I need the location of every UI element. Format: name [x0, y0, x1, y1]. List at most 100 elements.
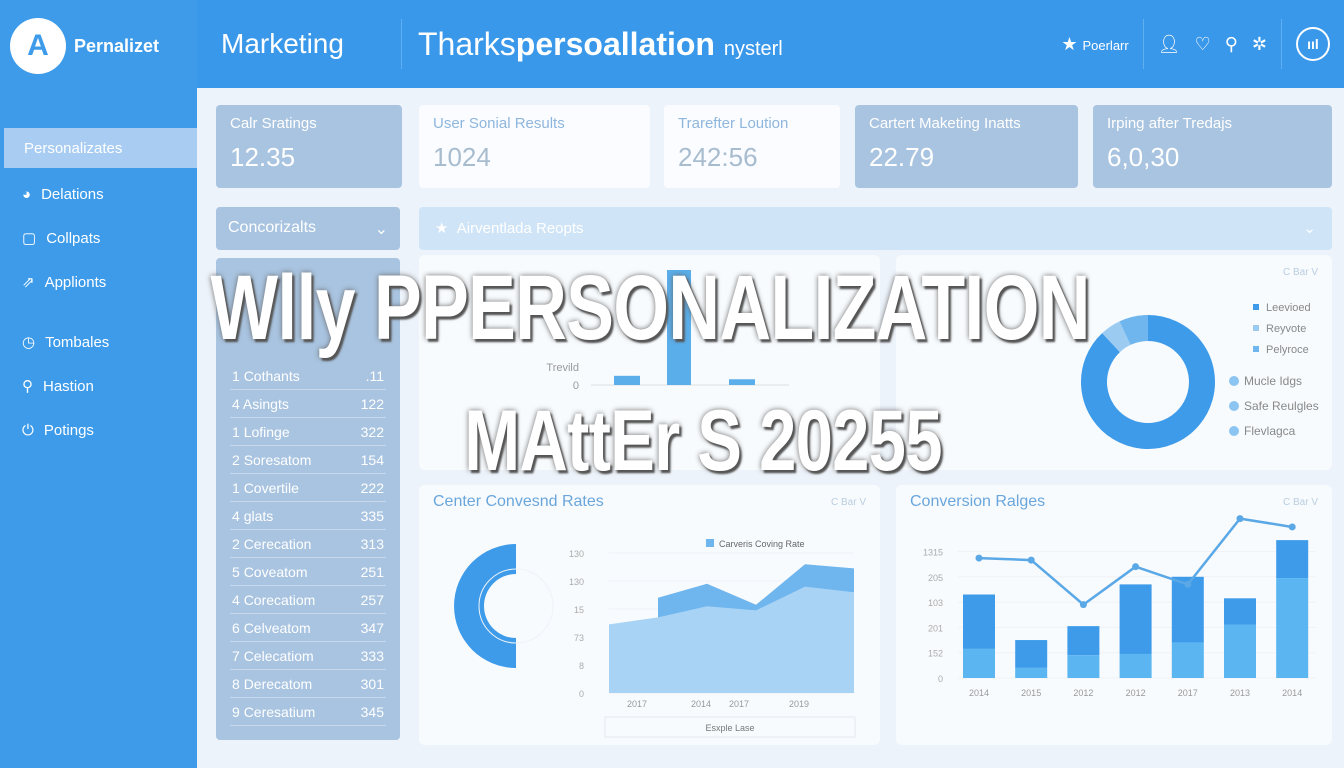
sidebar-item-personalizates[interactable]: Personalizates: [4, 128, 197, 168]
row-value: 335: [360, 507, 384, 524]
sidebar-item-delations[interactable]: ◕ Delations: [0, 172, 197, 216]
stat-card: User Sonial Results 1024: [419, 105, 650, 188]
table-row[interactable]: 5 Coveatom 251: [230, 558, 386, 586]
share-icon: ⇗: [22, 274, 35, 291]
bar-segment-top: [1119, 584, 1152, 654]
search-icon[interactable]: ⚲: [1224, 33, 1238, 54]
row-label: 8 Derecatom: [232, 675, 313, 692]
row-label: 1 Lofinge: [232, 423, 290, 440]
table-row[interactable]: 4 Asingts 122: [230, 390, 386, 418]
y-tick: 0: [573, 380, 579, 392]
sidebar-item-label: Delations: [41, 185, 104, 203]
sidebar-item-label: Hastion: [43, 377, 94, 395]
list-item: Safe Reulgles: [1244, 399, 1319, 413]
table-row[interactable]: 1 Covertile 222: [230, 474, 386, 502]
chart-control[interactable]: C Bar V: [1282, 497, 1318, 508]
bar-segment-bottom: [1276, 578, 1309, 678]
dropdown-label: Concorizalts: [228, 219, 317, 236]
sidebar-item-applionts[interactable]: ⇗ Applionts: [0, 260, 197, 304]
sidebar-item-potings[interactable]: ⏻ Potings: [0, 408, 197, 452]
donut-slice: [1102, 321, 1131, 353]
donut-outline: [478, 568, 554, 644]
row-value: 154: [360, 451, 384, 468]
stat-value: 22.79: [869, 142, 935, 172]
stats-icon[interactable]: ııl: [1296, 27, 1330, 61]
legend-label: Pelyroce: [1266, 344, 1309, 356]
table-row[interactable]: 4 glats 335: [230, 502, 386, 530]
sidebar-item-label: Potings: [43, 421, 94, 439]
stat-label: Irping after Tredajs: [1107, 115, 1233, 132]
sidebar-item-label: Personalizates: [24, 139, 123, 157]
bar-segment-bottom: [1224, 624, 1256, 678]
link-icon: ⚲: [22, 378, 33, 395]
row-label: 2 Cerecation: [232, 535, 312, 552]
row-value: 251: [360, 563, 384, 580]
list-item: Flevlagca: [1244, 424, 1296, 438]
chart-control[interactable]: C Bar V: [830, 497, 866, 508]
star-button[interactable]: ★ Poerlarr: [1061, 34, 1128, 55]
stat-card: Irping after Tredajs 6,0,30: [1093, 105, 1332, 188]
sidebar-item-hastion[interactable]: ⚲ Hastion: [0, 364, 197, 408]
clipboard-icon: ▢: [22, 230, 37, 247]
legend-swatch: [1253, 346, 1259, 352]
x-tick: 2013: [1230, 688, 1250, 698]
y-tick: 15: [574, 605, 584, 615]
chart-control[interactable]: C Bar V: [1282, 267, 1318, 278]
footer-label: Esxple Lase: [705, 723, 754, 733]
stat-value: 242:56: [678, 142, 758, 172]
legend-label: Carveris Coving Rate: [719, 539, 805, 549]
table-row[interactable]: 4 Corecatiom 257: [230, 586, 386, 614]
table-row[interactable]: 2 Cerecation 313: [230, 530, 386, 558]
row-value: 301: [360, 675, 384, 692]
row-value: 313: [360, 535, 384, 552]
chevron-down-icon: ⌄: [374, 221, 388, 238]
line-point: [975, 554, 983, 562]
title-pre: Tharks: [418, 25, 516, 62]
area-series-1: [609, 586, 854, 693]
legend-swatch: [1253, 304, 1259, 310]
category-dropdown[interactable]: Concorizalts ⌄: [216, 207, 400, 250]
table-row[interactable]: 9 Ceresatium 345: [230, 698, 386, 726]
mid-left-card: Trevild 0: [419, 255, 880, 470]
reports-banner[interactable]: ★ Airventlada Reopts ⌄: [419, 207, 1332, 250]
bar-segment-bottom: [1067, 655, 1100, 678]
y-tick: 0: [579, 689, 584, 699]
row-label: 1 Covertile: [232, 479, 299, 496]
x-tick: 2017: [1178, 688, 1198, 698]
row-value: 322: [360, 423, 384, 440]
stat-card: Cartert Maketing Inatts 22.79: [855, 105, 1078, 188]
stat-label: Calr Sratings: [230, 115, 317, 132]
table-row[interactable]: 8 Derecatom 301: [230, 670, 386, 698]
bar-segment-top: [1276, 540, 1309, 579]
header: Marketing Tharkspersoallation nysterl ★ …: [197, 0, 1344, 88]
table-row[interactable]: 7 Celecatiom 333: [230, 642, 386, 670]
y-axis-label: Trevild: [546, 362, 579, 374]
bar: [614, 375, 640, 385]
user-icon[interactable]: 👤︎: [1157, 33, 1181, 54]
sidebar-item-collpats[interactable]: ▢ Collpats: [0, 216, 197, 260]
star-icon: ★: [1061, 33, 1078, 54]
row-label: 1 Cothants: [232, 367, 300, 384]
bar-segment-top: [1067, 626, 1100, 656]
gear-icon[interactable]: ✲: [1251, 33, 1267, 54]
page-title: Tharkspersoallation nysterl: [402, 26, 1061, 63]
table-row[interactable]: 1 Lofinge 322: [230, 418, 386, 446]
logo[interactable]: A Pernalizet: [10, 18, 159, 74]
row-label: 4 Corecatiom: [232, 591, 316, 608]
donut-slice: [1081, 315, 1215, 449]
legend-label: Leevioed: [1266, 302, 1311, 314]
heart-icon[interactable]: ♡: [1194, 33, 1211, 54]
banner-label: Airventlada Reopts: [456, 220, 584, 237]
table-row[interactable]: 6 Celveatom 347: [230, 614, 386, 642]
line-point: [1184, 580, 1192, 588]
table-row[interactable]: 2 Soresatom 154: [230, 446, 386, 474]
y-tick: 0: [938, 674, 943, 684]
legend-label: Reyvote: [1266, 323, 1306, 335]
y-tick: 201: [928, 623, 943, 633]
table-row[interactable]: 1 Cothants .11: [230, 362, 386, 390]
row-label: 6 Celveatom: [232, 619, 311, 636]
sidebar-item-tombales[interactable]: ◷ Tombales: [0, 320, 197, 364]
bar-segment-bottom: [1015, 667, 1048, 678]
row-value: 347: [360, 619, 384, 636]
legend-swatch: [1253, 325, 1259, 331]
